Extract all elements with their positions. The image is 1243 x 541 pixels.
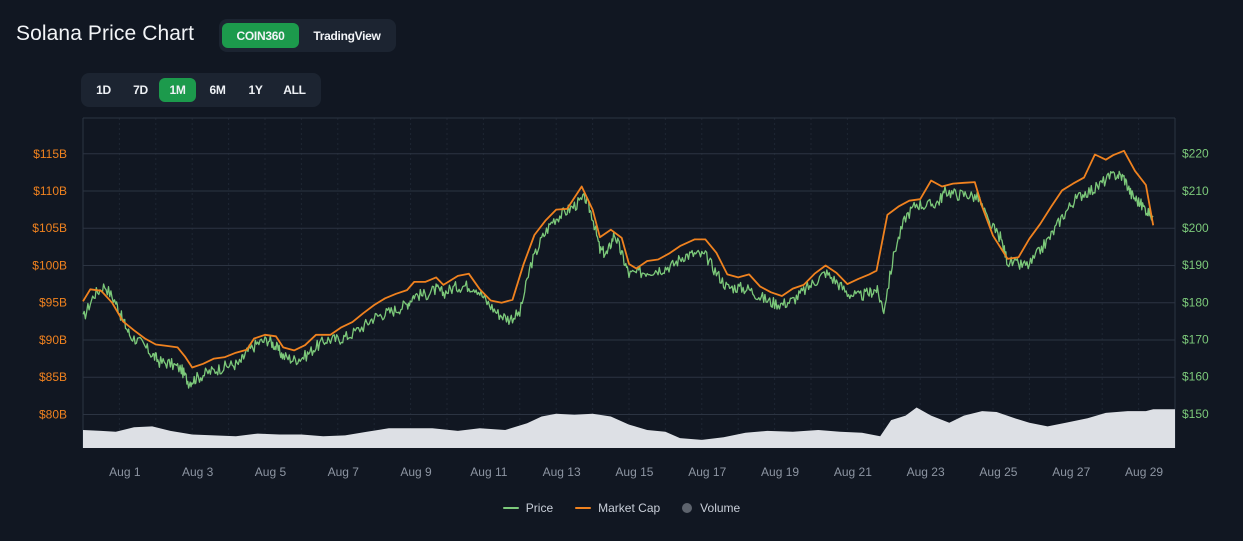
range-tab-7d[interactable]: 7D bbox=[133, 83, 148, 97]
right-axis-tick-label: $150 bbox=[1182, 407, 1209, 421]
x-axis-tick-label: Aug 11 bbox=[470, 465, 507, 479]
right-axis-tick-label: $220 bbox=[1182, 147, 1209, 161]
right-axis-tick-label: $200 bbox=[1182, 221, 1209, 235]
left-axis-tick-label: $95B bbox=[39, 296, 67, 310]
x-axis-tick-label: Aug 5 bbox=[255, 465, 287, 479]
x-axis-tick-label: Aug 17 bbox=[688, 465, 726, 479]
range-tab-all[interactable]: ALL bbox=[283, 83, 306, 97]
chart-legend: Price Market Cap Volume bbox=[0, 498, 1243, 518]
x-axis-tick-label: Aug 9 bbox=[400, 465, 432, 479]
left-axis-tick-label: $110B bbox=[33, 184, 67, 198]
left-axis-tick-label: $80B bbox=[39, 407, 67, 421]
price-legend-swatch bbox=[502, 507, 519, 509]
time-range-tabs: 1D 7D 1M 6M 1Y ALL bbox=[81, 73, 321, 107]
legend-label-market-cap: Market Cap bbox=[598, 501, 661, 515]
price-chart[interactable]: $80B $85B $90B $95B $100B $105B $110B $115B $150… bbox=[0, 110, 1243, 490]
range-tab-6m[interactable]: 6M bbox=[209, 83, 226, 97]
left-axis-tick-label: $115B bbox=[33, 147, 67, 161]
coin360-source-button[interactable]: COIN360 bbox=[222, 23, 299, 48]
range-tab-1m[interactable]: 1M bbox=[159, 78, 196, 102]
chart-header: Solana Price Chart COIN360 TradingView bbox=[0, 0, 1243, 70]
x-axis-tick-label: Aug 13 bbox=[543, 465, 581, 479]
market-cap-line bbox=[82, 149, 1155, 369]
x-axis-tick-label: Aug 23 bbox=[907, 465, 945, 479]
right-axis-tick-label: $210 bbox=[1182, 184, 1209, 198]
market-cap-legend-swatch bbox=[575, 507, 592, 509]
left-axis: $80B $85B $90B $95B $100B $105B $110B $115B bbox=[32, 147, 67, 422]
range-tab-1y[interactable]: 1Y bbox=[248, 83, 263, 97]
tradingview-source-button[interactable]: TradingView bbox=[313, 28, 381, 43]
left-axis-tick-label: $90B bbox=[39, 333, 67, 347]
grid-lines bbox=[82, 117, 1176, 448]
x-axis: Aug 1 Aug 3 Aug 5 Aug 7 Aug 9 Aug 11 Aug 13 Aug… bbox=[109, 465, 1163, 479]
volume-area bbox=[83, 407, 1175, 448]
legend-item-price[interactable]: Price bbox=[502, 501, 554, 515]
right-axis-tick-label: $170 bbox=[1182, 332, 1209, 346]
page-title: Solana Price Chart bbox=[16, 22, 195, 45]
range-tab-1d[interactable]: 1D bbox=[96, 83, 111, 97]
legend-item-market-cap[interactable]: Market Cap bbox=[575, 501, 660, 515]
volume-legend-swatch bbox=[682, 503, 693, 513]
x-axis-tick-label: Aug 1 bbox=[109, 465, 141, 479]
x-axis-tick-label: Aug 25 bbox=[979, 465, 1017, 479]
x-axis-tick-label: Aug 15 bbox=[615, 465, 653, 479]
left-axis-tick-label: $100B bbox=[32, 258, 67, 272]
left-axis-tick-label: $105B bbox=[32, 221, 67, 235]
x-axis-tick-label: Aug 29 bbox=[1125, 465, 1163, 479]
left-axis-tick-label: $85B bbox=[39, 370, 67, 384]
legend-label-volume: Volume bbox=[700, 501, 741, 515]
x-axis-tick-label: Aug 3 bbox=[182, 465, 214, 479]
x-axis-tick-label: Aug 7 bbox=[328, 465, 360, 479]
x-axis-tick-label: Aug 27 bbox=[1052, 465, 1090, 479]
right-axis-tick-label: $160 bbox=[1182, 370, 1209, 384]
right-axis: $150 $160 $170 $180 $190 $200 $210 $220 bbox=[1182, 147, 1209, 421]
source-toggle: COIN360 TradingView bbox=[219, 19, 396, 52]
legend-label-price: Price bbox=[525, 501, 554, 515]
legend-item-volume[interactable]: Volume bbox=[682, 501, 740, 515]
right-axis-tick-label: $180 bbox=[1182, 295, 1209, 309]
x-axis-tick-label: Aug 19 bbox=[761, 465, 799, 479]
right-axis-tick-label: $190 bbox=[1182, 258, 1209, 272]
x-axis-tick-label: Aug 21 bbox=[834, 465, 872, 479]
